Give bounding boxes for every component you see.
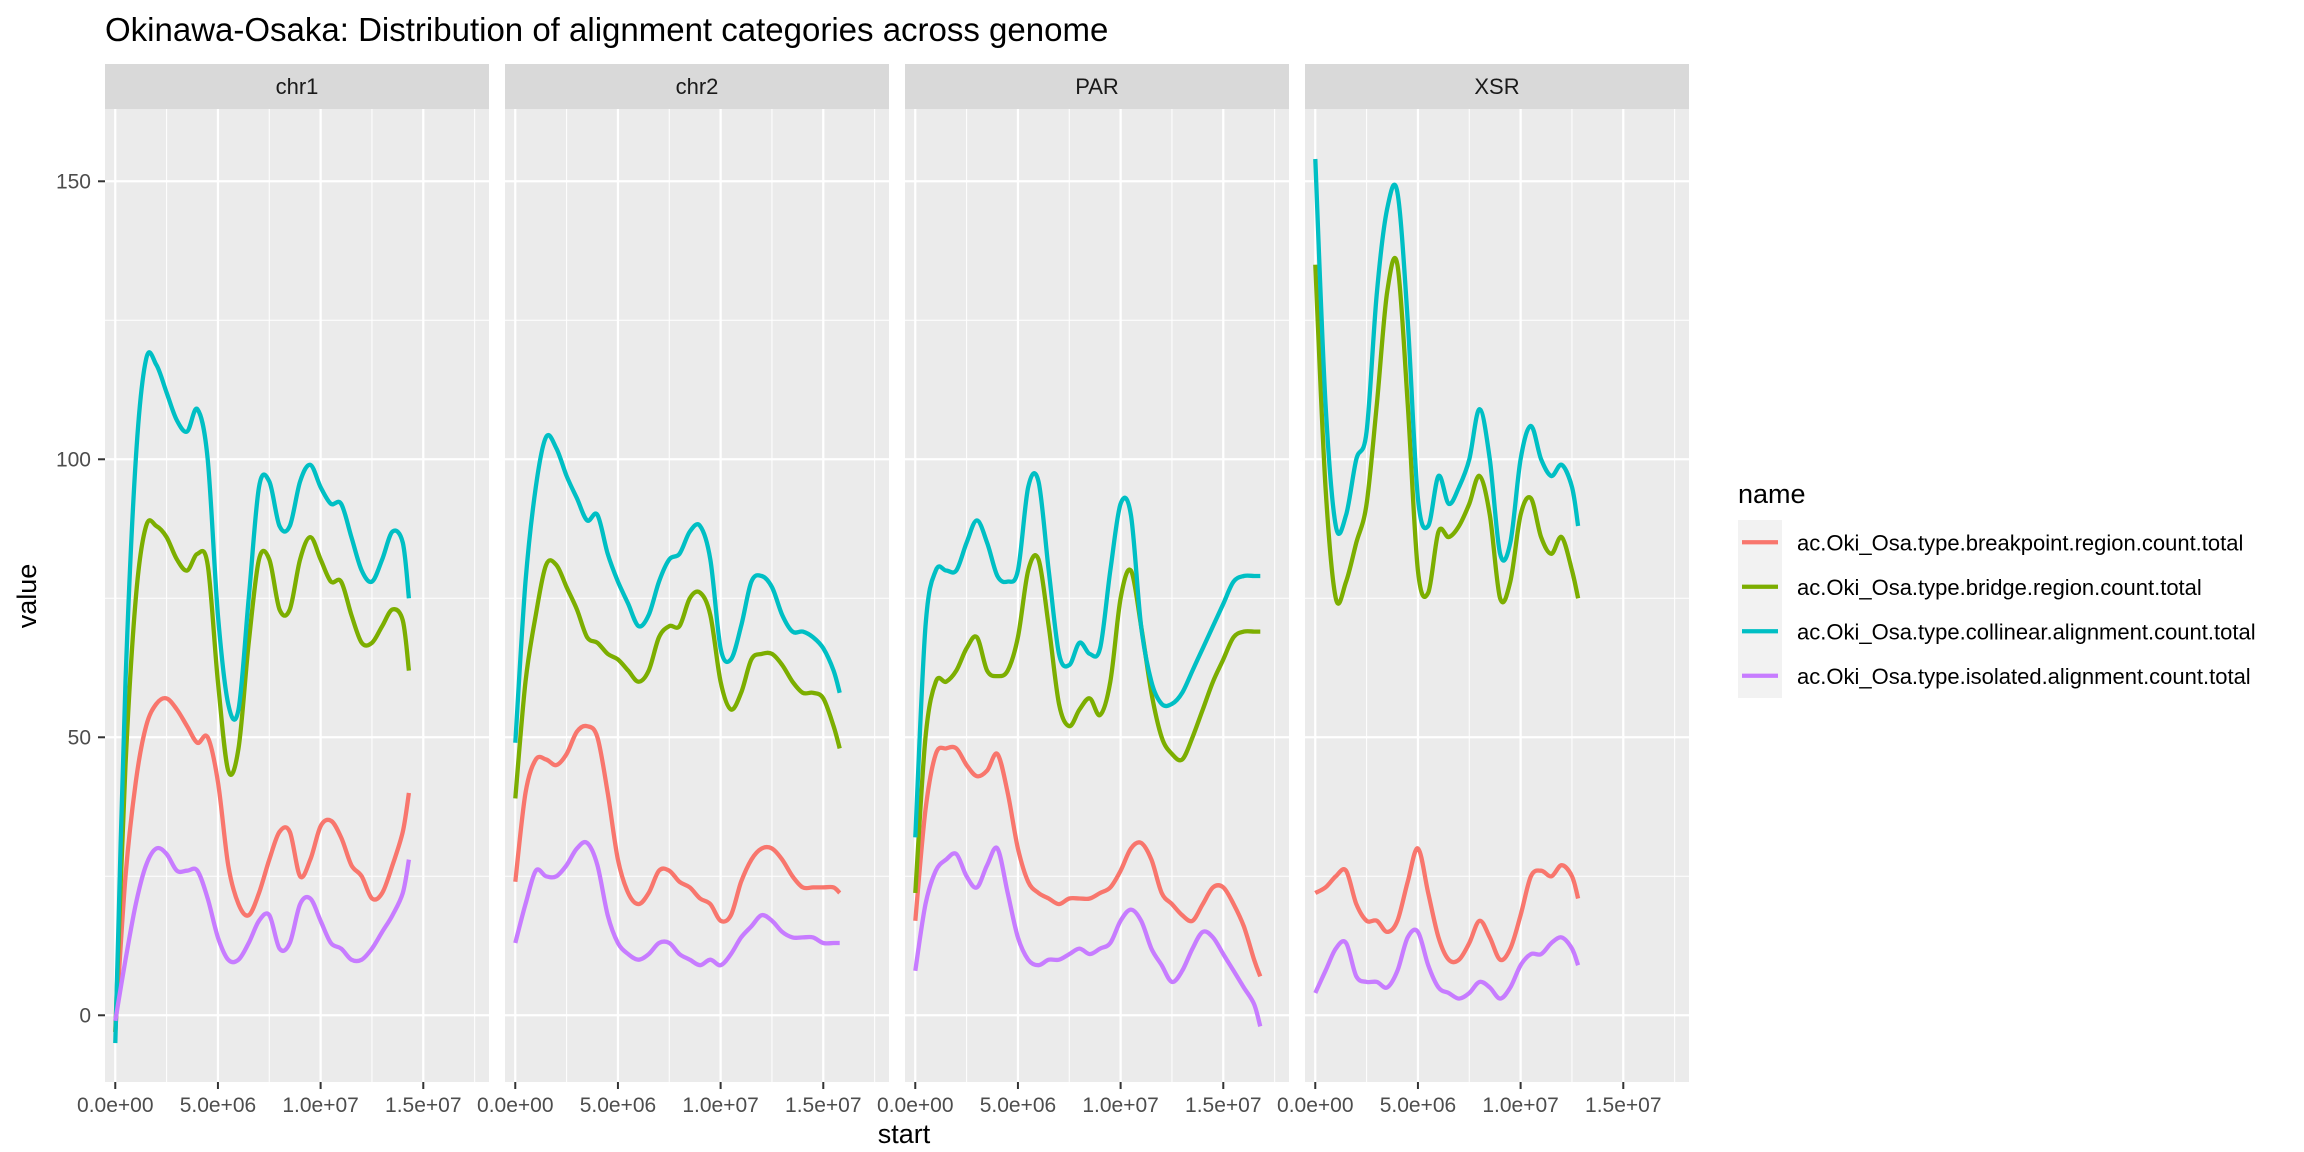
series-line bbox=[1314, 846, 1581, 965]
y-axis: 0 50 100 150 bbox=[56, 170, 105, 1027]
facet-panel-xsr: XSR 0.0e+00 5.0e+06 1.0e+07 1.5e+07 bbox=[1277, 64, 1689, 1117]
y-tick-label: 100 bbox=[56, 448, 91, 471]
facet-strip bbox=[905, 64, 1289, 109]
legend: name ac.Oki_Osa.type.breakpoint.region.c… bbox=[1738, 479, 2256, 698]
x-tick-label: 1.0e+07 bbox=[282, 1094, 359, 1117]
panel-background bbox=[905, 109, 1289, 1082]
legend-label: ac.Oki_Osa.type.breakpoint.region.count.… bbox=[1797, 530, 2243, 555]
x-tick-label: 1.0e+07 bbox=[1082, 1094, 1159, 1117]
x-tick-label: 1.0e+07 bbox=[1482, 1094, 1559, 1117]
legend-item: ac.Oki_Osa.type.isolated.alignment.count… bbox=[1738, 653, 2251, 698]
series-line bbox=[1313, 158, 1581, 563]
facet-panels: chr1 0.0e+00 5.0e+06 1.0e+07 1.5e+07 chr2 0.0e… bbox=[56, 64, 1689, 1117]
facet-strip bbox=[505, 64, 889, 109]
legend-item: ac.Oki_Osa.type.collinear.alignment.coun… bbox=[1738, 609, 2256, 654]
series-line bbox=[1313, 255, 1581, 606]
series-line bbox=[513, 558, 842, 799]
legend-label: ac.Oki_Osa.type.isolated.alignment.count… bbox=[1797, 664, 2251, 689]
facet-strip bbox=[1305, 64, 1689, 109]
y-tick-label: 150 bbox=[56, 170, 91, 193]
series-line bbox=[513, 839, 840, 968]
series-line bbox=[1313, 927, 1581, 1001]
series-line bbox=[913, 845, 1263, 1028]
panel-background bbox=[505, 109, 889, 1082]
x-axis-title: start bbox=[878, 1119, 931, 1149]
facet-strip-label: chr2 bbox=[676, 74, 719, 99]
series-line bbox=[113, 350, 412, 1044]
panel-background bbox=[1305, 109, 1689, 1082]
chart-title: Okinawa-Osaka: Distribution of alignment… bbox=[105, 11, 1108, 48]
facet-panel-chr1: chr1 0.0e+00 5.0e+06 1.0e+07 1.5e+07 bbox=[77, 64, 489, 1117]
x-tick-label: 5.0e+06 bbox=[1380, 1094, 1457, 1117]
facet-panel-par: PAR 0.0e+00 5.0e+06 1.0e+07 1.5e+07 bbox=[877, 64, 1289, 1117]
panel-background bbox=[105, 109, 489, 1082]
x-tick-label: 5.0e+06 bbox=[180, 1094, 257, 1117]
series-line bbox=[913, 471, 1261, 838]
x-tick-label: 5.0e+06 bbox=[980, 1094, 1057, 1117]
x-tick-label: 1.5e+07 bbox=[385, 1094, 462, 1117]
x-tick-label: 0.0e+00 bbox=[77, 1094, 154, 1117]
legend-label: ac.Oki_Osa.type.bridge.region.count.tota… bbox=[1797, 575, 2202, 600]
y-tick-label: 0 bbox=[79, 1004, 91, 1027]
series-line bbox=[113, 518, 412, 1033]
facet-strip bbox=[105, 64, 489, 109]
x-tick-label: 5.0e+06 bbox=[580, 1094, 657, 1117]
series-line bbox=[113, 696, 412, 1033]
x-tick-label: 0.0e+00 bbox=[877, 1094, 954, 1117]
series-line bbox=[913, 744, 1263, 978]
y-axis-title: value bbox=[12, 564, 42, 629]
legend-item: ac.Oki_Osa.type.bridge.region.count.tota… bbox=[1738, 564, 2202, 609]
x-tick-label: 1.5e+07 bbox=[785, 1094, 862, 1117]
y-tick-label: 50 bbox=[68, 726, 91, 749]
legend-label: ac.Oki_Osa.type.collinear.alignment.coun… bbox=[1797, 619, 2256, 644]
x-tick-label: 1.5e+07 bbox=[1585, 1094, 1662, 1117]
legend-title: name bbox=[1738, 479, 1806, 509]
series-line bbox=[913, 553, 1261, 894]
facet-strip-label: PAR bbox=[1075, 74, 1119, 99]
x-tick-label: 1.5e+07 bbox=[1185, 1094, 1262, 1117]
x-tick-label: 1.0e+07 bbox=[682, 1094, 759, 1117]
series-line bbox=[113, 845, 412, 1022]
x-tick-label: 0.0e+00 bbox=[477, 1094, 554, 1117]
facet-strip-label: XSR bbox=[1474, 74, 1519, 99]
series-line bbox=[513, 723, 842, 924]
series-line bbox=[513, 432, 842, 743]
legend-item: ac.Oki_Osa.type.breakpoint.region.count.… bbox=[1738, 520, 2243, 565]
facet-panel-chr2: chr2 0.0e+00 5.0e+06 1.0e+07 1.5e+07 bbox=[477, 64, 889, 1117]
facet-strip-label: chr1 bbox=[276, 74, 319, 99]
x-tick-label: 0.0e+00 bbox=[1277, 1094, 1354, 1117]
